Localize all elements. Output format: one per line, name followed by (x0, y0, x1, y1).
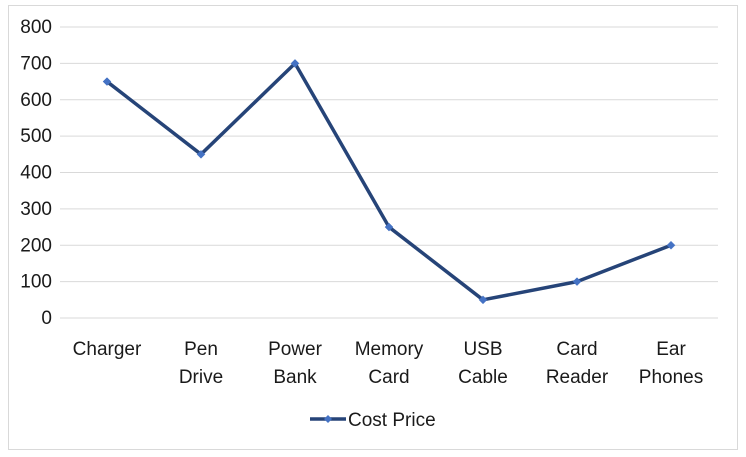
x-tick-label: Charger (73, 339, 142, 360)
x-tick-label-line: Cable (458, 367, 508, 388)
data-point-marker (666, 240, 676, 250)
y-tick-label: 800 (20, 17, 52, 38)
x-tick-label-line: Charger (73, 339, 142, 360)
data-point-marker (478, 295, 488, 305)
y-tick-label: 100 (20, 272, 52, 293)
y-tick-label: 500 (20, 126, 52, 147)
grid-lines (60, 26, 718, 319)
x-tick-label-line: Reader (546, 367, 609, 388)
x-tick-label-line: Bank (273, 367, 317, 388)
series-layer (102, 59, 676, 305)
x-tick-label: Power Bank (268, 339, 323, 388)
y-tick-label: 300 (20, 199, 52, 220)
x-tick-label: Memory Card (355, 339, 424, 388)
x-tick-label: USB Cable (458, 339, 508, 388)
x-tick-label: Ear Phones (639, 339, 703, 388)
data-point-marker (196, 149, 206, 159)
y-tick-label: 700 (20, 53, 52, 74)
x-tick-label-line: Card (556, 339, 597, 360)
x-tick-label-line: Pen (184, 339, 218, 360)
data-point-marker (572, 277, 582, 286)
x-tick-label-line: Card (368, 367, 409, 388)
y-tick-label: 600 (20, 90, 52, 111)
data-point-marker (290, 59, 300, 68)
y-axis-ticks: 0 100 200 300 400 500 600 700 800 (20, 17, 52, 329)
x-axis-labels: Charger Pen Drive Power Bank Memory Card USB Cab… (73, 339, 704, 388)
series-line (105, 61, 672, 302)
legend-label: Cost Price (348, 410, 436, 431)
x-tick-label-line: Power (268, 339, 323, 360)
y-tick-label: 400 (20, 163, 52, 184)
legend-marker-swatch (324, 415, 332, 423)
data-point-marker (384, 222, 394, 232)
chart-frame (8, 5, 738, 450)
legend: Cost Price (310, 410, 436, 431)
x-tick-label-line: Phones (639, 367, 703, 388)
x-tick-label-line: USB (463, 339, 502, 360)
data-point-marker (102, 77, 112, 86)
y-tick-label: 0 (41, 308, 52, 329)
y-tick-label: 200 (20, 235, 52, 256)
x-tick-label-line: Memory (355, 339, 424, 360)
x-tick-label: Pen Drive (179, 339, 223, 388)
x-tick-label-line: Drive (179, 367, 223, 388)
x-tick-label: Card Reader (546, 339, 609, 388)
x-tick-label-line: Ear (656, 339, 686, 360)
